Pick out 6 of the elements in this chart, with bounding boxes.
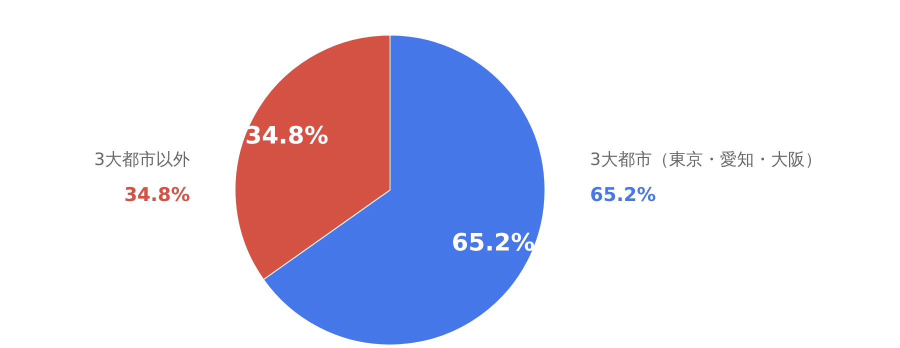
data-label: 34.8% bbox=[245, 122, 328, 150]
text: 34.8% bbox=[124, 184, 190, 206]
slice-label: 3大都市以外 bbox=[94, 150, 190, 170]
data-label: 65.2% bbox=[452, 228, 535, 256]
slice-label: 3大都市（東京・愛知・大阪） bbox=[590, 150, 822, 170]
text: 65.2% bbox=[590, 184, 656, 206]
